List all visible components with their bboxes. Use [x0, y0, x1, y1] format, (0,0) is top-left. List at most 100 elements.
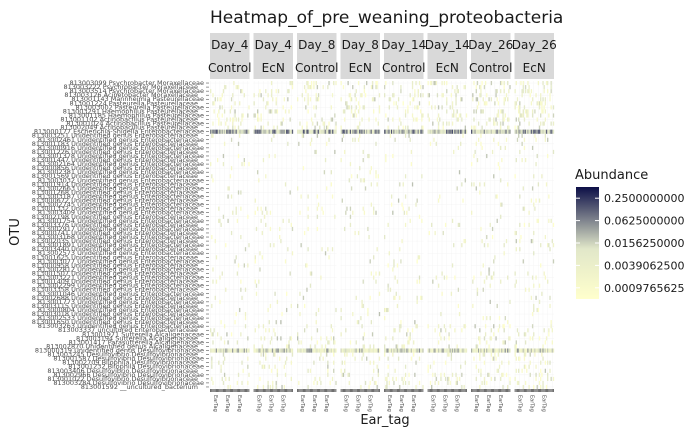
heatmap-cell: [549, 93, 551, 98]
heatmap-cell: [261, 344, 263, 349]
heatmap-cell: [388, 97, 390, 102]
heatmap-cell: [529, 93, 531, 98]
heatmap-cell: [540, 113, 542, 118]
heatmap-cell: [477, 121, 480, 126]
x-tick-label: EarTag: [398, 395, 404, 412]
heatmap-cell: [248, 243, 250, 248]
heatmap-cell: [378, 129, 381, 134]
heatmap-cell: [315, 93, 317, 98]
y-tick-label: 813003406 Desulfovibrio Desulfovibrionac…: [47, 367, 198, 375]
heatmap-cell: [310, 129, 313, 134]
heatmap-cell: [253, 129, 255, 134]
heatmap-cell: [527, 348, 529, 353]
heatmap-cell: [542, 81, 544, 86]
heatmap-cell: [443, 336, 446, 341]
heatmap-cell: [464, 324, 466, 329]
heatmap-cell: [377, 348, 379, 353]
heatmap-cell: [415, 129, 417, 134]
heatmap-cell: [550, 324, 552, 329]
heatmap-cell: [483, 336, 486, 341]
heatmap-cell: [244, 348, 247, 353]
heatmap-cell: [373, 344, 375, 349]
heatmap-cell: [497, 129, 500, 134]
y-tick-label: 813002035 Unidentified genus Enterobacte…: [32, 237, 198, 245]
heatmap-cell: [421, 348, 423, 353]
heatmap-cell: [517, 348, 520, 353]
heatmap-cell: [507, 125, 509, 130]
heatmap-cell: [319, 129, 321, 134]
heatmap-cell: [508, 129, 510, 134]
heatmap-cell: [341, 348, 343, 353]
heatmap-cell: [272, 348, 274, 353]
y-tick-label: 813002966 Desulfovibrio Desulfovibrionac…: [53, 371, 204, 379]
heatmap-cell: [289, 348, 291, 353]
heatmap-cell: [235, 255, 237, 260]
heatmap-cell: [237, 263, 240, 268]
heatmap-cell: [281, 121, 283, 126]
heatmap-cell: [501, 129, 503, 134]
heatmap-cell: [366, 348, 368, 353]
heatmap-cell: [377, 174, 379, 179]
heatmap-cell: [361, 93, 363, 98]
heatmap-cell: [260, 129, 262, 134]
heatmap-cell: [386, 307, 388, 313]
heatmap-cell: [542, 380, 544, 386]
heatmap-cell: [369, 344, 371, 349]
facet-day-label: Day_4: [211, 38, 248, 52]
heatmap-cell: [313, 129, 315, 134]
heatmap-cell: [274, 109, 276, 114]
heatmap-cell: [229, 384, 232, 390]
heatmap-cell: [378, 105, 381, 110]
heatmap-cell: [476, 97, 479, 102]
heatmap-cell: [389, 129, 392, 134]
heatmap-cell: [260, 218, 262, 223]
heatmap-cell: [237, 129, 240, 134]
heatmap-cell: [305, 263, 307, 268]
heatmap-cell: [500, 145, 502, 150]
heatmap-cell: [234, 109, 236, 114]
heatmap-cell: [326, 348, 328, 353]
heatmap-cell: [356, 320, 359, 325]
heatmap-cell: [411, 182, 414, 187]
heatmap-cell: [410, 348, 413, 353]
heatmap-cell: [269, 348, 272, 353]
heatmap-cell: [451, 85, 454, 90]
y-tick-label: 813001226 Unidentified genus Enterobacte…: [32, 148, 198, 156]
heatmap-cell: [313, 348, 315, 353]
heatmap-cell: [234, 320, 236, 325]
heatmap-cell: [410, 149, 413, 155]
heatmap-cell: [446, 101, 448, 106]
heatmap-cell: [234, 113, 236, 118]
heatmap-cell: [533, 174, 535, 179]
heatmap-cell: [489, 117, 491, 122]
heatmap-cell: [542, 129, 544, 134]
heatmap-cell: [324, 344, 327, 349]
facet-strip: [210, 33, 250, 79]
heatmap-cell: [268, 129, 270, 134]
heatmap-cell: [261, 210, 263, 215]
heatmap-cell: [286, 356, 288, 361]
heatmap-cell: [415, 117, 417, 122]
heatmap-cell: [276, 109, 279, 114]
heatmap-cell: [342, 348, 345, 353]
heatmap-cell: [388, 129, 390, 134]
heatmap-cell: [540, 368, 542, 373]
heatmap-cell: [416, 198, 418, 203]
heatmap-cell: [348, 129, 350, 134]
heatmap-cell: [472, 303, 474, 309]
heatmap-cell: [233, 348, 235, 353]
heatmap-cell: [314, 113, 316, 118]
heatmap-cell: [475, 186, 477, 191]
heatmap-cell: [354, 137, 356, 142]
heatmap-cell: [236, 85, 239, 90]
y-tick-label: 813002164 Unidentified genus Enterobacte…: [38, 160, 204, 168]
heatmap-cell: [280, 121, 282, 126]
heatmap-cell: [236, 129, 239, 134]
heatmap-cell: [234, 101, 236, 106]
heatmap-cell: [493, 324, 495, 329]
heatmap-cell: [378, 312, 381, 317]
heatmap-cell: [534, 206, 536, 211]
heatmap-cell: [359, 121, 361, 126]
heatmap-cell: [288, 89, 290, 94]
heatmap-cell: [233, 81, 235, 86]
